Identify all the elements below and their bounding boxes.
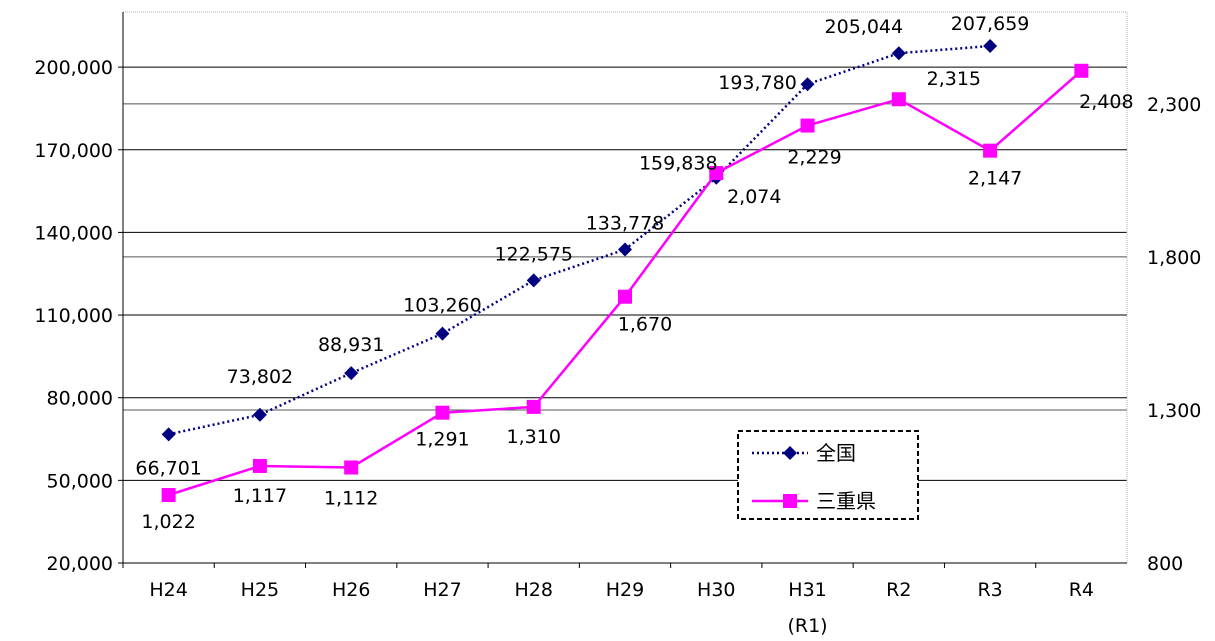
x-tick-label-3: H27 (423, 579, 461, 601)
x-tick-label-1: H25 (241, 579, 279, 601)
series-0-marker-2 (344, 366, 359, 381)
x-tick-label-9: R3 (977, 579, 1002, 601)
x-tick-label-10: R4 (1069, 579, 1094, 601)
series-0-data-label-5: 133,778 (586, 213, 665, 235)
series-1-data-label-7: 2,229 (787, 147, 841, 169)
series-0-data-label-3: 103,260 (403, 295, 482, 317)
x-tick-label-5: H29 (606, 579, 644, 601)
x-tick-label-0: H24 (149, 579, 187, 601)
left-tick-label-5: 170,000 (34, 140, 113, 162)
series-1-data-label-8: 2,315 (927, 68, 981, 90)
series-1-marker-10 (1074, 63, 1089, 78)
series-0-data-label-4: 122,575 (494, 243, 573, 265)
left-tick-label-3: 110,000 (34, 305, 113, 327)
series-line-0 (168, 44, 991, 436)
left-tick-label-1: 50,000 (47, 470, 113, 492)
tick-labels: 20,000 50,000 80,000 110,000 140,000 170,000 2… (34, 57, 1201, 637)
series-0-data-label-1: 73,802 (227, 366, 293, 388)
left-tick-label-4: 140,000 (34, 222, 113, 244)
series-1-marker-3 (435, 405, 450, 420)
series-1-marker-2 (344, 460, 359, 475)
legend-box (737, 430, 919, 520)
data-labels: 66,701 73,802 88,931 103,260 122,575 133,778 1… (135, 13, 1133, 533)
series-1-marker-8 (891, 92, 906, 107)
series-0-data-label-9: 207,659 (951, 13, 1030, 35)
series-0-marker-0 (161, 427, 176, 442)
series-0-marker-1 (252, 407, 267, 422)
series-0-marker-7 (800, 77, 815, 92)
series-1-marker-9 (983, 143, 998, 158)
x-tick-label-8: R2 (886, 579, 911, 601)
series-1-data-label-5: 1,670 (618, 314, 672, 336)
left-tick-label-6: 200,000 (34, 57, 113, 79)
series-1-marker-5 (618, 289, 632, 304)
series-0-marker-4 (526, 273, 541, 288)
series-0-marker-9 (983, 38, 998, 53)
series-0-marker-8 (891, 46, 906, 61)
x-tick-label-7: H31 (788, 579, 826, 601)
legend-label-0: 全国 (816, 441, 856, 465)
x-tick-label-6: H30 (697, 579, 735, 601)
series-1-data-label-6: 2,074 (727, 186, 781, 208)
series-0-marker-5 (618, 242, 632, 257)
series-1-data-label-3: 1,291 (415, 429, 469, 451)
series-0-marker-3 (435, 326, 450, 341)
series-1-data-label-9: 2,147 (968, 168, 1022, 190)
series-1-marker-0 (161, 488, 176, 503)
x-tick-label-2: H26 (332, 579, 370, 601)
series-1-data-label-0: 1,022 (141, 511, 195, 533)
series-1-data-label-4: 1,310 (507, 426, 561, 448)
axes (118, 11, 1128, 568)
series-line-1 (168, 69, 1083, 497)
series-1-data-label-10: 2,408 (1079, 91, 1133, 113)
legend-marker-1 (783, 494, 797, 508)
series-0-data-label-8: 205,044 (825, 16, 904, 38)
series-0-data-label-2: 88,931 (318, 334, 384, 356)
right-tick-label-0: 800 (1147, 553, 1183, 575)
left-tick-label-2: 80,000 (47, 388, 113, 410)
series-1-data-label-1: 1,117 (233, 485, 287, 507)
legend-label-1: 三重県 (816, 489, 876, 513)
grid-lines (123, 66, 1127, 481)
series-0-data-label-6: 159,838 (639, 153, 718, 175)
series-1-marker-7 (800, 118, 815, 133)
series-1-data-label-2: 1,112 (324, 487, 378, 509)
right-tick-label-3: 2,300 (1147, 94, 1201, 116)
series-0-data-label-0: 66,701 (135, 457, 201, 479)
left-tick-label-0: 20,000 (47, 553, 113, 575)
right-tick-label-1: 1,300 (1147, 400, 1201, 422)
series-0-data-label-7: 193,780 (718, 72, 797, 94)
series-1-marker-6 (709, 166, 724, 181)
x-tick-sublabel-7: (R1) (787, 615, 827, 637)
x-tick-label-4: H28 (514, 579, 552, 601)
series-lines (161, 38, 1089, 503)
series-1-marker-1 (252, 458, 267, 473)
series-1-marker-4 (526, 399, 541, 414)
legend-marker-0 (783, 446, 797, 460)
right-tick-label-2: 1,800 (1147, 247, 1201, 269)
